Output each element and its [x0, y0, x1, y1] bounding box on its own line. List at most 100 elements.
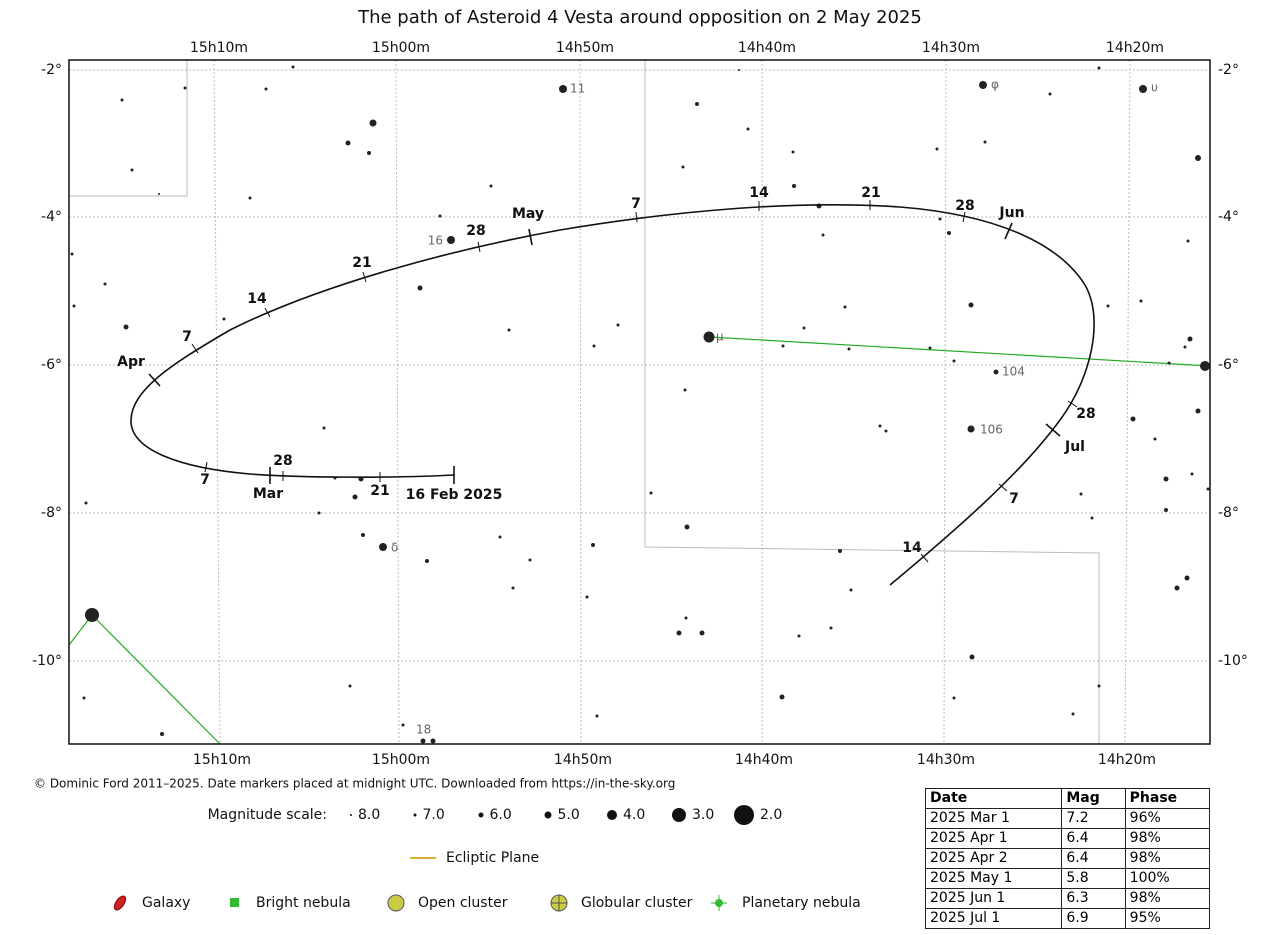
- date-label: 28: [466, 223, 485, 239]
- star: [585, 595, 589, 599]
- cell: 2025 Apr 2: [924, 848, 1063, 869]
- star: [595, 714, 599, 718]
- star: [781, 344, 785, 348]
- cell: 6.4: [1061, 848, 1126, 869]
- star: [703, 331, 715, 343]
- star: [829, 626, 833, 630]
- constellation-line: [709, 336, 1211, 367]
- table-row: 2025 May 1 5.8 100%: [924, 868, 1211, 889]
- star: [1106, 304, 1110, 308]
- star: [420, 738, 426, 744]
- legend-label: Bright nebula: [256, 895, 351, 911]
- star: [695, 102, 699, 106]
- star: [1186, 239, 1190, 243]
- star: [838, 549, 842, 553]
- cell: 6.4: [1061, 828, 1126, 849]
- copyright: © Dominic Ford 2011–2025. Date markers p…: [34, 777, 675, 791]
- grid: 15h10m 15h00m 14h50m 14h40m 14h30m 14h20m 15h1…: [32, 40, 1248, 768]
- star: [367, 151, 371, 155]
- cell: 96%: [1124, 808, 1211, 829]
- dec-label-left: -4°: [41, 209, 62, 225]
- star: [683, 388, 687, 392]
- dec-label-right: -10°: [1218, 653, 1248, 669]
- star: [1130, 416, 1136, 422]
- star-label: μ: [716, 330, 724, 344]
- star: [447, 236, 455, 244]
- ra-label-top: 14h30m: [922, 40, 980, 56]
- date-label: 21: [861, 185, 880, 201]
- date-label: 16 Feb 2025: [406, 487, 503, 503]
- star: [379, 543, 387, 551]
- date-label: 14: [749, 185, 769, 201]
- cell: 98%: [1124, 828, 1211, 849]
- cell: 95%: [1124, 908, 1211, 929]
- date-label: May: [512, 206, 544, 222]
- star: [425, 559, 429, 563]
- star: [317, 511, 321, 515]
- star: [369, 119, 377, 127]
- cell: 6.3: [1061, 888, 1126, 909]
- date-label: 7: [182, 329, 192, 345]
- star: [791, 150, 795, 154]
- date-label: Mar: [253, 486, 283, 502]
- star: [1183, 345, 1187, 349]
- star: [983, 140, 987, 144]
- star: [1071, 712, 1075, 716]
- star: [322, 426, 326, 430]
- star: [183, 86, 187, 90]
- magnitude-label: 2.0: [760, 807, 782, 823]
- star: [1187, 336, 1193, 342]
- constellation-boundary: [69, 60, 188, 197]
- table-row: Date Mag Phase: [924, 788, 1211, 809]
- date-label: 14: [247, 291, 267, 307]
- star: [738, 69, 740, 71]
- cell: 98%: [1124, 888, 1211, 909]
- legend: Galaxy Bright nebula Open cluster Globular …: [142, 895, 861, 911]
- star: [1163, 476, 1169, 482]
- dec-label-left: -10°: [32, 653, 62, 669]
- star: [348, 684, 352, 688]
- magnitude-scale: 8.0 7.0 6.0 5.0 4.0 3.0 2.0: [350, 805, 782, 825]
- date-ticks: [148, 200, 1078, 563]
- star: [345, 140, 351, 146]
- star: [1139, 85, 1147, 93]
- cell: 2025 May 1: [924, 868, 1063, 889]
- cell: 5.8: [1061, 868, 1126, 889]
- star: [1090, 516, 1094, 520]
- magnitude-dot: [544, 811, 552, 819]
- star: [361, 533, 365, 537]
- star: [438, 214, 442, 218]
- dec-label-right: -8°: [1218, 505, 1239, 521]
- grid-line: [579, 59, 582, 745]
- date-label: Jul: [1064, 439, 1085, 455]
- magnitude-label: 8.0: [358, 807, 380, 823]
- date-label: 21: [370, 483, 389, 499]
- ra-label-bottom: 14h40m: [735, 752, 793, 768]
- date-label: 28: [1076, 406, 1095, 422]
- star: [264, 87, 268, 91]
- magnitude-dot: [413, 813, 417, 817]
- constellation-line: [68, 614, 221, 745]
- star: [1167, 361, 1171, 365]
- star: [559, 85, 567, 93]
- table-row: 2025 Mar 1 7.2 96%: [924, 808, 1211, 829]
- star: [952, 696, 956, 700]
- star: [352, 494, 358, 500]
- star-label: φ: [991, 78, 999, 92]
- date-label: 14: [902, 540, 922, 556]
- magnitude-dot: [672, 808, 686, 822]
- magnitude-label: 4.0: [623, 807, 645, 823]
- legend-symbols: [113, 894, 727, 912]
- star: [843, 305, 847, 309]
- ra-label-top: 14h50m: [556, 40, 614, 56]
- star: [498, 535, 502, 539]
- date-label: 28: [273, 453, 292, 469]
- date-label: 7: [631, 196, 641, 212]
- star: [1153, 437, 1157, 441]
- cell: 7.2: [1061, 808, 1126, 829]
- cell: 2025 Jun 1: [924, 888, 1063, 909]
- legend-label: Globular cluster: [581, 895, 693, 911]
- star: [849, 588, 853, 592]
